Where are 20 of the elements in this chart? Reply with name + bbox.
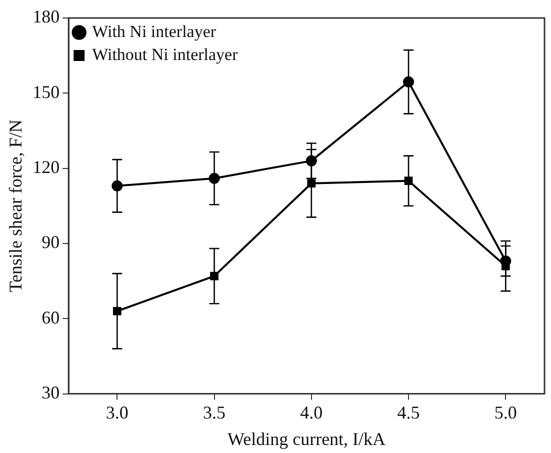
- y-tick-label: 60: [42, 307, 60, 328]
- x-axis-title: Welding current, I/kA: [228, 428, 386, 449]
- point: [404, 176, 413, 186]
- y-tick-label: 30: [42, 382, 60, 403]
- y-tick-label: 180: [32, 6, 60, 27]
- y-axis-title: Tensile shear force, F/N: [6, 120, 26, 292]
- x-tick-label: 3.0: [106, 402, 128, 422]
- legend-label: With Ni interlayer: [92, 22, 216, 41]
- point: [403, 76, 414, 88]
- y-tick-label: 150: [32, 82, 60, 102]
- x-tick-label: 5.0: [494, 402, 517, 422]
- y-tick-label: 120: [32, 157, 60, 178]
- y-tick-label: 90: [42, 232, 60, 252]
- x-tick-label: 3.5: [203, 402, 226, 422]
- x-tick-label: 4.0: [300, 402, 323, 422]
- point: [307, 179, 316, 188]
- legend-label: Without Ni interlayer: [92, 44, 238, 64]
- x-tick-label: 4.5: [397, 402, 420, 422]
- point: [112, 306, 122, 316]
- point: [306, 155, 317, 166]
